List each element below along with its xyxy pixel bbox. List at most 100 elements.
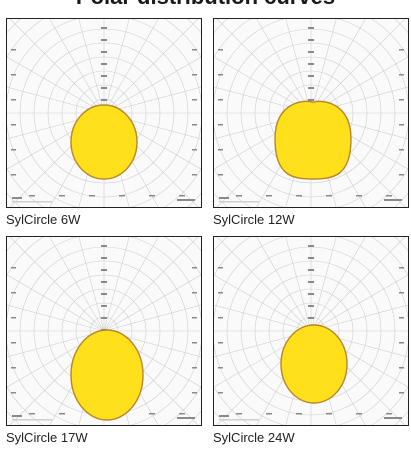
legend-mark <box>384 199 402 201</box>
edge-tick <box>399 367 404 369</box>
edge-tick <box>192 367 197 369</box>
polar-plot <box>6 236 202 426</box>
edge-tick <box>11 292 16 294</box>
grid-spoke <box>103 19 199 114</box>
axis-tick <box>308 87 314 89</box>
axis-tick <box>101 27 107 29</box>
edge-tick <box>29 195 35 197</box>
edge-tick <box>149 195 155 197</box>
grid-spoke <box>214 56 312 114</box>
grid-spoke <box>216 237 312 332</box>
axis-tick <box>308 293 314 295</box>
polar-plot <box>213 18 409 208</box>
axis-tick <box>101 63 107 65</box>
legend-mark <box>12 201 52 203</box>
axis-tick <box>308 63 314 65</box>
axis-tick <box>101 87 107 89</box>
diagram-panel-sylcircle-17w: SylCircle 17W <box>6 236 206 450</box>
edge-tick <box>218 74 223 76</box>
legend-mark <box>12 419 52 421</box>
legend-mark <box>219 201 259 203</box>
grid-spoke <box>310 19 406 114</box>
diagram-caption: SylCircle 12W <box>213 212 295 227</box>
edge-tick <box>236 195 242 197</box>
legend-mark <box>219 415 229 417</box>
polar-diagram <box>214 19 408 207</box>
edge-tick <box>296 195 302 197</box>
edge-tick <box>59 195 65 197</box>
diagram-caption: SylCircle 17W <box>6 430 88 445</box>
edge-tick <box>399 292 404 294</box>
legend-mark <box>12 197 22 199</box>
edge-tick <box>399 267 404 269</box>
axis-tick <box>101 245 107 247</box>
intensity-curve <box>274 100 352 180</box>
edge-tick <box>399 74 404 76</box>
grid-spoke <box>103 19 130 114</box>
edge-tick <box>11 392 16 394</box>
edge-tick <box>399 149 404 151</box>
grid-spoke <box>310 237 337 332</box>
edge-tick <box>399 99 404 101</box>
edge-tick <box>386 195 392 197</box>
edge-tick <box>218 149 223 151</box>
edge-tick <box>192 99 197 101</box>
grid-spoke <box>9 19 105 114</box>
grid-spoke <box>7 86 105 114</box>
axis-tick <box>101 305 107 307</box>
edge-tick <box>218 267 223 269</box>
grid-spoke <box>310 56 408 114</box>
grid-spoke <box>285 19 312 114</box>
edge-tick <box>11 367 16 369</box>
grid-spoke <box>310 237 366 332</box>
edge-tick <box>11 317 16 319</box>
grid-spoke <box>310 19 337 114</box>
edge-tick <box>179 195 185 197</box>
grid-spoke <box>103 330 201 358</box>
grid-spoke <box>285 237 312 332</box>
legend-mark <box>177 417 195 419</box>
axis-tick <box>101 269 107 271</box>
legend-mark <box>219 419 259 421</box>
grid-spoke <box>256 19 312 114</box>
legend-mark <box>177 199 195 201</box>
grid-spoke <box>103 19 159 114</box>
edge-tick <box>326 195 332 197</box>
edge-tick <box>192 124 197 126</box>
edge-tick <box>192 392 197 394</box>
edge-tick <box>218 99 223 101</box>
edge-tick <box>179 413 185 415</box>
axis-tick <box>101 75 107 77</box>
edge-tick <box>192 174 197 176</box>
polar-diagram <box>214 237 408 425</box>
edge-tick <box>266 195 272 197</box>
intensity-curve <box>70 104 138 180</box>
diagram-panel-sylcircle-24w: SylCircle 24W <box>213 236 411 450</box>
axis-tick <box>101 39 107 41</box>
polar-diagram <box>7 237 201 425</box>
grid-spoke <box>103 237 199 332</box>
grid-spoke <box>9 237 105 332</box>
polar-plot <box>213 236 409 426</box>
axis-tick <box>308 305 314 307</box>
edge-tick <box>236 413 242 415</box>
axis-tick <box>308 27 314 29</box>
axis-tick <box>308 99 314 101</box>
grid-spoke <box>49 19 105 114</box>
edge-tick <box>218 392 223 394</box>
edge-tick <box>399 174 404 176</box>
edge-tick <box>59 413 65 415</box>
axis-tick <box>308 245 314 247</box>
grid-spoke <box>7 330 105 358</box>
legend-mark <box>12 415 22 417</box>
legend-mark <box>219 197 229 199</box>
grid-spoke <box>103 56 201 114</box>
edge-tick <box>399 317 404 319</box>
edge-tick <box>296 413 302 415</box>
diagram-caption: SylCircle 24W <box>213 430 295 445</box>
edge-tick <box>218 317 223 319</box>
grid-spoke <box>103 304 201 332</box>
grid-spoke <box>78 19 105 114</box>
grid-spoke <box>7 56 105 114</box>
grid-spoke <box>214 330 312 358</box>
